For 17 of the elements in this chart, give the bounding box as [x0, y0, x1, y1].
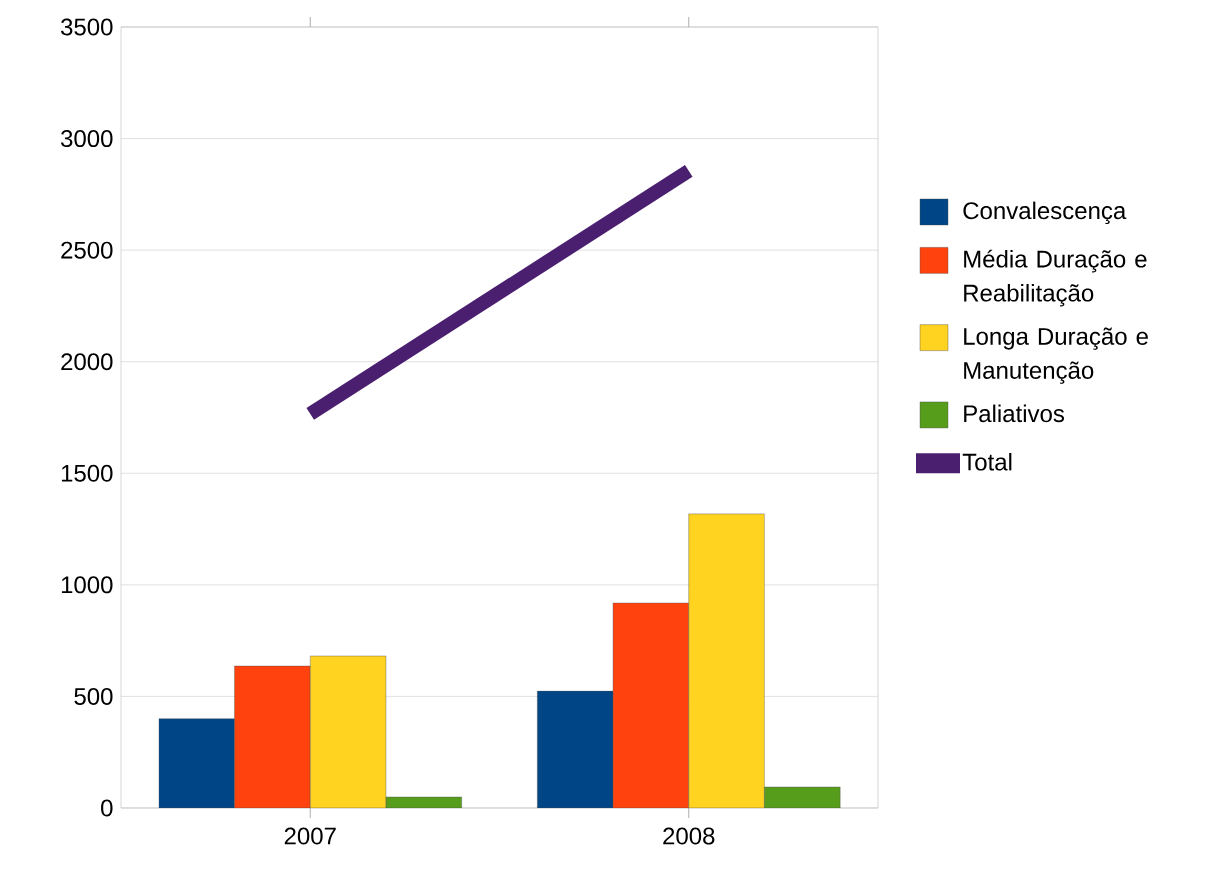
bar — [688, 513, 765, 808]
y-tick-label: 1500 — [61, 464, 113, 482]
bar — [310, 655, 387, 808]
y-tick-label: 2500 — [61, 241, 113, 259]
y-tick-label: 0 — [101, 799, 113, 817]
y-tick-label: 500 — [74, 687, 113, 705]
legend-label: Total — [962, 452, 1012, 471]
y-tick-label: 3500 — [60, 18, 113, 36]
x-tick-label: 2008 — [663, 827, 715, 845]
x-tick-label: 2007 — [284, 827, 336, 845]
y-tick-label: 2000 — [61, 353, 113, 371]
legend-label: Paliativos — [964, 404, 1065, 423]
y-tick-label: 1000 — [61, 576, 113, 594]
legend-label: Longa Duração e Manutenção — [964, 327, 1148, 384]
legend-label: Convalescença — [963, 201, 1127, 225]
y-tick-label: 3000 — [60, 130, 113, 148]
legend-label: Média Duração e Reabilitação — [964, 249, 1147, 307]
